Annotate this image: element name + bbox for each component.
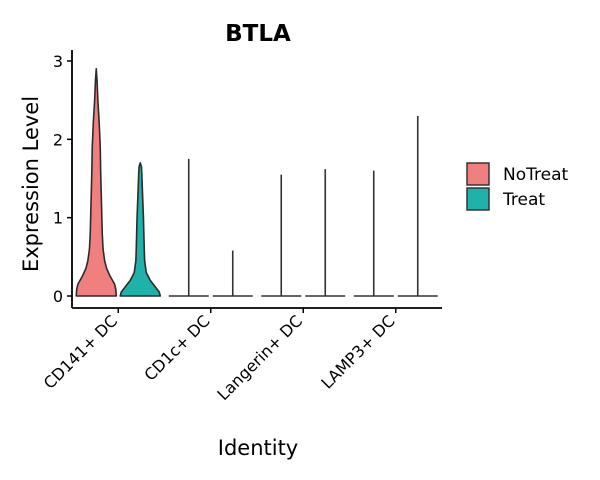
x-tick-label: LAMP3+ DC: [317, 311, 398, 392]
violin-treat-cd141-dc: [119, 162, 162, 297]
legend-swatch-notreat: [466, 162, 490, 186]
x-tick-label: Langerin+ DC: [213, 311, 306, 404]
legend-label-notreat: NoTreat: [503, 165, 568, 185]
y-tick-label: 3: [53, 52, 63, 71]
legend: NoTreat Treat: [466, 162, 568, 211]
y-tick-label: 1: [53, 209, 63, 228]
y-axis-title: Expression Level: [19, 96, 43, 272]
y-tick-label: 0: [53, 287, 63, 306]
x-tick-label: CD141+ DC: [40, 311, 121, 392]
plot-area: 0 1 2 3 CD141+ DC CD1c+ DC Langerin+ DC LAMP3+ …: [40, 50, 442, 404]
y-tick-label: 2: [53, 130, 63, 149]
legend-swatch-treat: [466, 187, 490, 211]
x-axis-title: Identity: [218, 436, 298, 460]
violin-notreat-cd141-dc: [75, 68, 118, 297]
legend-label-treat: Treat: [502, 190, 545, 210]
x-tick-label: CD1c+ DC: [140, 311, 213, 384]
chart-title: BTLA: [225, 21, 291, 47]
